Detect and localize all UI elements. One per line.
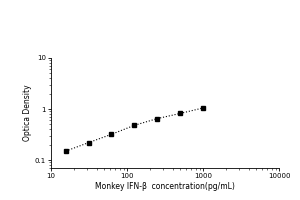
- X-axis label: Monkey IFN-β  concentration(pg/mL): Monkey IFN-β concentration(pg/mL): [95, 182, 235, 191]
- Y-axis label: Optica Density: Optica Density: [23, 85, 32, 141]
